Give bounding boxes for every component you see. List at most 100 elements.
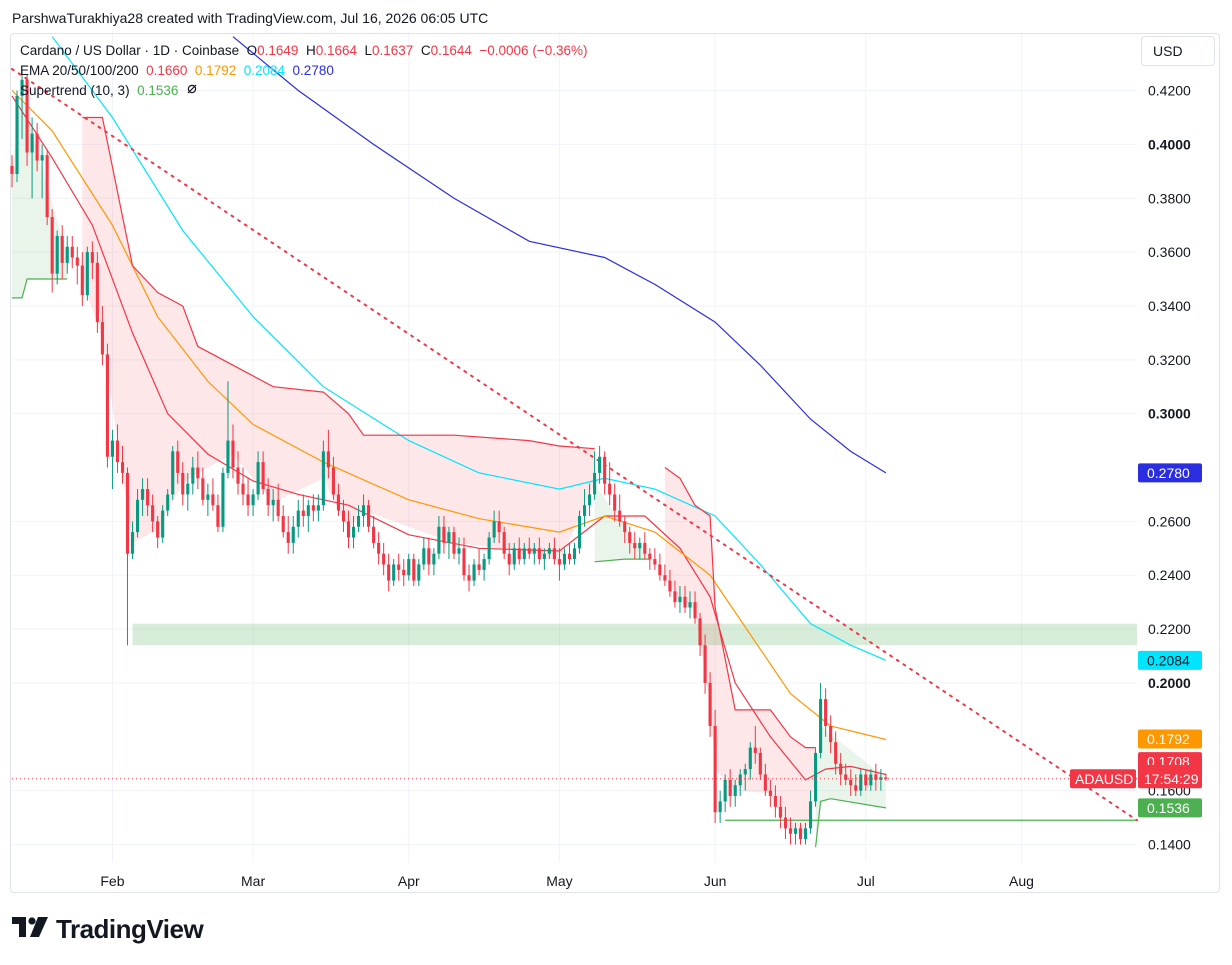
candle [412,553,416,586]
candle [15,90,19,183]
candle-body [532,548,536,554]
candle-body [377,542,381,554]
y-tick-label: 0.3200 [1148,352,1191,368]
candle-body [723,779,727,802]
candle-body [201,478,205,500]
close-value: 0.1644 [430,43,472,58]
candle-body [537,548,541,560]
candle-body [251,494,255,506]
symbol-tag-bg [1070,769,1136,789]
candle [507,542,511,576]
y-tick-label: 0.2200 [1148,621,1191,637]
candle [502,526,506,560]
candle-body [728,779,732,797]
candle [814,747,818,807]
candle [778,796,782,829]
candle-body [753,747,757,753]
candle-body [603,456,607,484]
candle [156,515,160,549]
candle [803,822,808,845]
candle-body [331,467,335,495]
candle-body [372,526,376,543]
candle-body [301,510,305,516]
candle-body [191,467,195,484]
candle-body [683,596,687,608]
chart-frame [10,33,1220,893]
candle-body [678,596,682,603]
brand-name: TradingView [56,914,204,944]
candle [547,542,551,560]
candle [80,252,84,306]
price-label-02084-bg [1138,650,1202,670]
candle-body [136,499,140,533]
candle [316,494,320,522]
supertrend-label: Supertrend (10, 3) [20,83,130,98]
candle-body [110,440,115,457]
candle [256,451,260,500]
symbol-title[interactable]: Cardano / US Dollar · 1D · Coinbase [20,43,240,58]
candle-body [25,79,29,153]
candle-body [814,752,818,802]
candle-body [834,742,838,764]
candle [226,381,230,479]
candle-body [397,564,401,570]
candle [829,715,833,753]
candle [562,548,567,570]
candle [713,709,717,823]
candle [251,489,255,516]
candle-body [346,521,351,538]
candle-body [477,564,481,570]
symbol-tag-text: ADAUSD [1075,771,1133,787]
currency-button[interactable]: USD [1141,36,1215,66]
candle-body [542,553,546,560]
legend-supertrend-row[interactable]: Supertrend (10, 3) 0.1536 [20,81,587,101]
candle-body [120,462,125,473]
candle-body [422,548,426,565]
candle [100,305,104,366]
candle [326,429,330,479]
candle [130,521,135,560]
candle-body [693,602,697,619]
candle-body [598,456,602,473]
candle-body [141,489,145,500]
candle-body [517,548,521,560]
tradingview-logo-icon [12,917,48,942]
candle [768,779,772,807]
candle-body [793,828,798,834]
candle [341,499,346,533]
legend-ema-row[interactable]: EMA 20/50/100/200 0.1660 0.1792 0.2084 0… [20,61,587,81]
candle [432,548,436,576]
candle-body [447,532,451,543]
price-label-01792: 0.1792 [1138,729,1202,749]
candle-body [226,440,230,473]
candle [452,526,456,560]
candle-body [286,532,290,543]
candle-body [512,548,516,565]
candle [864,769,868,791]
candle [658,553,662,581]
candle-body [356,515,361,527]
open-value: 0.1649 [257,43,299,58]
price-label-02780-text: 0.2780 [1147,465,1190,481]
candle-body [482,559,486,570]
candle-body [266,489,270,506]
tradingview-logo[interactable]: TradingView [12,914,204,945]
candle [839,752,843,786]
candle-body [90,252,94,263]
price-label-01536: 0.1536 [1138,798,1202,818]
candle-body [808,801,813,829]
candle-body [462,548,466,576]
candle-body [276,499,280,516]
candle-body [663,575,667,581]
candle [10,155,14,188]
candle-body [738,774,742,786]
price-label-02084: 0.2084 [1138,650,1202,670]
candle-body [653,559,657,565]
candle-body [80,265,84,296]
candle-body [291,526,295,543]
candle [311,494,315,522]
y-tick-label: 0.3800 [1148,190,1191,206]
candle [613,483,617,522]
eye-off-icon[interactable] [186,81,198,101]
